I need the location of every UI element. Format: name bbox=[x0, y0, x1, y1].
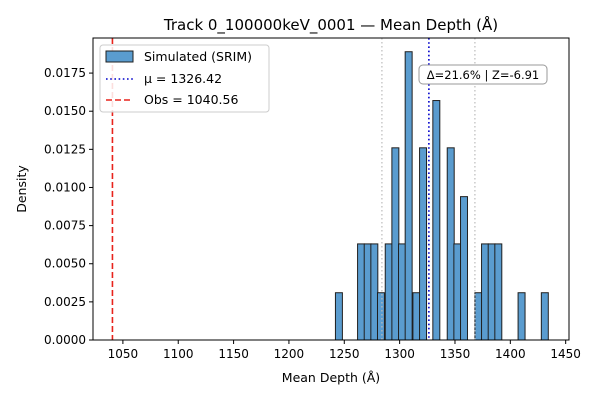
x-tick-label: 1250 bbox=[329, 347, 360, 361]
histogram-bar-5 bbox=[384, 243, 393, 341]
stats-annotation: Δ=21.6% | Z=-6.91 bbox=[418, 64, 548, 85]
chart-title: Track 0_100000keV_0001 — Mean Depth (Å) bbox=[163, 15, 498, 35]
x-tick-label: 1300 bbox=[384, 347, 415, 361]
stats-annotation-box bbox=[418, 64, 548, 85]
histogram-bar-17 bbox=[487, 243, 496, 341]
stats-annotation-text: Δ=21.6% | Z=-6.91 bbox=[427, 68, 540, 82]
x-tick-label: 1200 bbox=[274, 347, 305, 361]
histogram-bar-2 bbox=[363, 243, 372, 341]
histogram-bar-11 bbox=[432, 100, 441, 341]
legend-label-observed: Obs = 1040.56 bbox=[144, 92, 238, 107]
histogram-bar-10 bbox=[419, 147, 428, 341]
histogram-bar-19 bbox=[517, 292, 526, 341]
legend: Simulated (SRIM) μ = 1326.42 Obs = 1040.… bbox=[99, 44, 270, 113]
legend-frame bbox=[99, 44, 270, 113]
histogram-bar-15 bbox=[474, 292, 483, 341]
y-tick-label: 0.0050 bbox=[44, 257, 86, 271]
y-axis-title: Density bbox=[14, 165, 29, 213]
histogram-bar-6 bbox=[391, 147, 400, 341]
histogram-bar-13 bbox=[453, 243, 462, 341]
x-axis-title: Mean Depth (Å) bbox=[282, 370, 380, 385]
x-tick-label: 1050 bbox=[108, 347, 139, 361]
histogram-bar-18 bbox=[494, 243, 503, 341]
y-tick-label: 0.0175 bbox=[44, 66, 86, 80]
y-tick-label: 0.0025 bbox=[44, 295, 86, 309]
y-axis-ticks: 0.0000 0.0025 0.0050 0.0075 0.0100 0.0125 0.01… bbox=[44, 66, 93, 347]
histogram-bar-20 bbox=[540, 292, 549, 341]
x-tick-label: 1150 bbox=[218, 347, 249, 361]
legend-label-simulated: Simulated (SRIM) bbox=[144, 49, 252, 64]
histogram-bar-7 bbox=[398, 243, 406, 341]
histogram-bar-4 bbox=[376, 292, 385, 341]
histogram-bar-12 bbox=[446, 147, 455, 341]
y-tick-label: 0.0150 bbox=[44, 104, 86, 118]
x-tick-label: 1350 bbox=[440, 347, 471, 361]
y-tick-label: 0.0100 bbox=[44, 180, 86, 194]
x-tick-label: 1400 bbox=[495, 347, 526, 361]
x-tick-label: 1100 bbox=[163, 347, 194, 361]
x-tick-label: 1450 bbox=[550, 347, 581, 361]
y-tick-label: 0.0125 bbox=[44, 142, 86, 156]
histogram-bar-9 bbox=[412, 292, 421, 341]
histogram-bar-8 bbox=[404, 51, 413, 341]
legend-swatch-simulated bbox=[105, 50, 134, 63]
y-tick-label: 0.0000 bbox=[44, 333, 86, 347]
legend-label-mean: μ = 1326.42 bbox=[144, 71, 222, 86]
y-tick-label: 0.0075 bbox=[44, 219, 86, 233]
histogram-bar-0 bbox=[334, 292, 343, 341]
plot-area-frame bbox=[92, 37, 570, 341]
histogram-bar-1 bbox=[357, 243, 366, 341]
x-axis-ticks: 1050 1100 1150 1200 1250 1300 1350 1400 1450 bbox=[108, 340, 581, 361]
histogram-bar-3 bbox=[370, 243, 379, 341]
histogram-bar-16 bbox=[481, 243, 490, 341]
histogram-bar-14 bbox=[460, 196, 468, 341]
